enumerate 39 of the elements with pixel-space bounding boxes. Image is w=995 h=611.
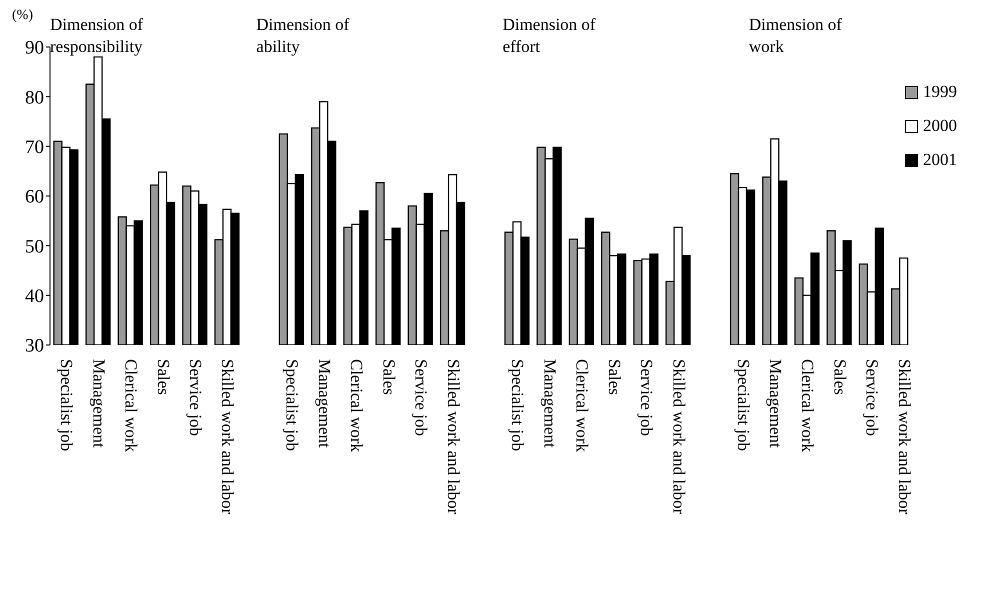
x-tick-label: Skilled work and labor: [444, 359, 463, 515]
y-tick-label: 90: [25, 38, 44, 59]
x-tick-label: Sales: [379, 359, 398, 395]
x-tick-label: Management: [314, 359, 334, 448]
annotation: Dimension of responsibility: [50, 14, 144, 58]
x-tick-label: Service job: [862, 359, 882, 436]
x-tick-label: Skilled work and labor: [669, 359, 688, 515]
x-tick-label: Clerical work: [122, 359, 141, 452]
x-tick-label: Specialist job: [57, 359, 76, 452]
x-tick-label: Sales: [830, 359, 850, 395]
x-tick-label: Management: [540, 359, 560, 448]
x-tick-label: Specialist job: [508, 359, 528, 452]
x-tick-label: Management: [89, 359, 108, 448]
x-tick-label: Specialist job: [734, 359, 753, 452]
x-tick-label: Management: [766, 359, 785, 448]
x-tick-label: Skilled work and labor: [218, 359, 238, 515]
annotation: Dimension of work: [748, 14, 843, 58]
y-tick-label: 80: [25, 87, 44, 108]
annotation: Dimension of effort: [502, 14, 597, 58]
y-tick-label: 50: [25, 236, 44, 258]
x-tick-label: Clerical work: [347, 359, 366, 452]
annotation: Dimension of ability: [256, 14, 350, 58]
x-tick-label: Service job: [637, 359, 656, 436]
y-tick-label: 70: [25, 137, 44, 158]
x-tick-label: Clerical work: [572, 359, 592, 452]
x-tick-label: Service job: [412, 359, 431, 436]
y-tick-label: 30: [25, 336, 44, 357]
x-tick-label: Skilled work and labor: [894, 359, 914, 515]
x-tick-label: Service job: [186, 359, 205, 436]
y-tick-label: 40: [25, 286, 44, 308]
x-tick-label: Sales: [154, 359, 173, 395]
x-tick-label: Sales: [604, 359, 624, 395]
x-tick-label: Clerical work: [798, 359, 818, 452]
legend-label: 1999: [923, 82, 957, 102]
legend-label: 2001: [923, 150, 957, 170]
y-tick-label: 60: [25, 186, 44, 208]
legend-label: 2000: [923, 116, 957, 136]
y-axis-title: (%): [12, 8, 33, 24]
x-tick-label: Specialist job: [282, 359, 302, 452]
